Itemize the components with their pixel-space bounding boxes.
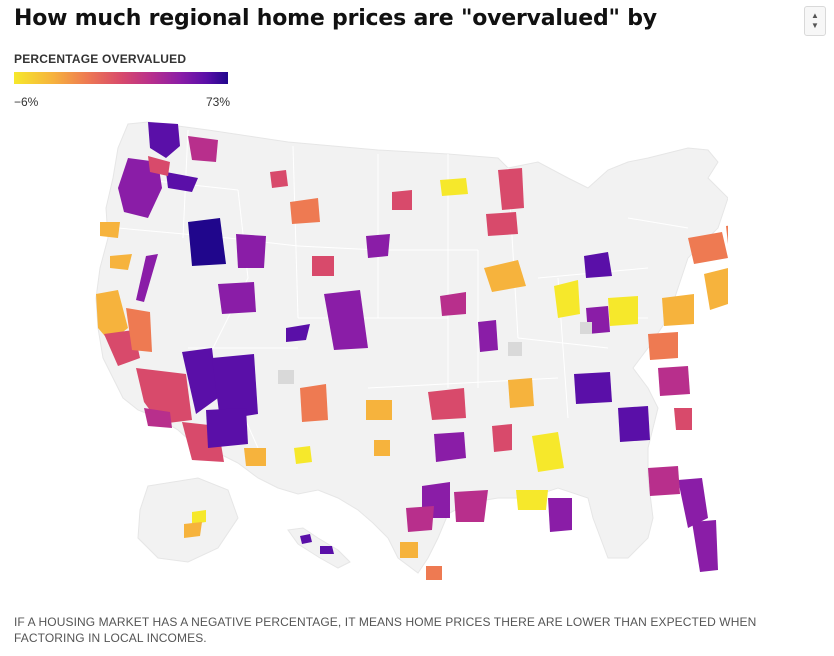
chart-title: How much regional home prices are "overv… [14, 6, 657, 31]
hawaii-land [287, 527, 351, 569]
metro-region[interactable] [704, 268, 728, 310]
metro-region[interactable] [286, 324, 310, 342]
no-data-region [278, 370, 294, 384]
metro-region[interactable] [96, 290, 128, 342]
metro-region[interactable] [648, 332, 678, 360]
metro-region[interactable] [454, 490, 488, 522]
metro-region[interactable] [148, 122, 180, 158]
metro-region[interactable] [118, 158, 162, 218]
metro-region[interactable] [320, 546, 334, 554]
metro-region[interactable] [492, 424, 512, 452]
metro-region[interactable] [688, 232, 728, 264]
metro-region[interactable] [516, 490, 548, 510]
metro-region[interactable] [584, 252, 612, 278]
metro-region[interactable] [392, 190, 412, 210]
metro-region[interactable] [674, 408, 692, 430]
metro-region[interactable] [312, 256, 334, 276]
metro-region[interactable] [300, 384, 328, 422]
metro-region[interactable] [692, 520, 718, 572]
metro-region[interactable] [290, 198, 320, 224]
metro-region[interactable] [110, 254, 132, 270]
no-data-region [580, 322, 592, 334]
metro-region[interactable] [188, 218, 226, 266]
legend-title: PERCENTAGE OVERVALUED [14, 52, 187, 66]
metro-region[interactable] [188, 136, 218, 162]
metro-region[interactable] [366, 400, 392, 420]
metro-region[interactable] [294, 446, 312, 464]
metro-region[interactable] [100, 222, 120, 238]
up-down-arrows-icon[interactable]: ▲ ▼ [804, 6, 826, 36]
metro-region[interactable] [144, 408, 172, 428]
metro-region[interactable] [148, 156, 170, 176]
legend-gradient-bar [14, 72, 228, 84]
metro-region[interactable] [434, 432, 466, 462]
metro-region[interactable] [508, 378, 534, 408]
metro-region[interactable] [182, 348, 218, 414]
metro-region[interactable] [648, 466, 680, 496]
metro-region[interactable] [300, 534, 312, 544]
metro-region[interactable] [440, 178, 468, 196]
legend-max-label: 73% [205, 95, 230, 109]
metro-region[interactable] [366, 234, 390, 258]
metro-region[interactable] [678, 478, 708, 528]
metro-region[interactable] [726, 222, 728, 244]
metro-region[interactable] [236, 234, 266, 268]
metro-region[interactable] [658, 366, 690, 396]
metro-region[interactable] [554, 280, 580, 318]
metro-region[interactable] [406, 506, 434, 532]
metro-region[interactable] [374, 440, 390, 456]
us-choropleth-map[interactable] [88, 118, 728, 594]
metro-region[interactable] [218, 282, 256, 314]
metro-region[interactable] [478, 320, 498, 352]
metro-region[interactable] [244, 448, 266, 466]
metro-region[interactable] [426, 566, 442, 580]
arrow-up-icon[interactable]: ▲ [811, 11, 819, 20]
metro-region[interactable] [486, 212, 518, 236]
metro-region[interactable] [192, 510, 206, 524]
metro-region[interactable] [184, 522, 202, 538]
metro-region[interactable] [212, 354, 258, 420]
metro-region[interactable] [532, 432, 564, 472]
metro-region[interactable] [618, 406, 650, 442]
metro-region[interactable] [166, 172, 198, 192]
metro-region[interactable] [270, 170, 288, 188]
metro-region[interactable] [608, 296, 638, 326]
metro-region[interactable] [126, 308, 152, 352]
metro-region[interactable] [206, 408, 248, 448]
metro-region[interactable] [548, 498, 572, 532]
arrow-down-icon[interactable]: ▼ [811, 21, 819, 30]
metro-region[interactable] [324, 290, 368, 350]
metro-region[interactable] [400, 542, 418, 558]
metro-region[interactable] [662, 294, 694, 326]
no-data-region [508, 342, 522, 356]
metro-region[interactable] [498, 168, 524, 210]
metro-region[interactable] [574, 372, 612, 404]
metro-region[interactable] [440, 292, 466, 316]
legend-min-label: −6% [14, 95, 39, 109]
metro-region[interactable] [484, 260, 526, 292]
footnote: IF A HOUSING MARKET HAS A NEGATIVE PERCE… [14, 615, 757, 645]
metro-region[interactable] [428, 388, 466, 420]
color-legend: PERCENTAGE OVERVALUED −6% 73% [14, 52, 230, 109]
alaska-land [137, 477, 239, 563]
metro-region[interactable] [136, 254, 158, 302]
metro-regions[interactable] [96, 122, 728, 580]
